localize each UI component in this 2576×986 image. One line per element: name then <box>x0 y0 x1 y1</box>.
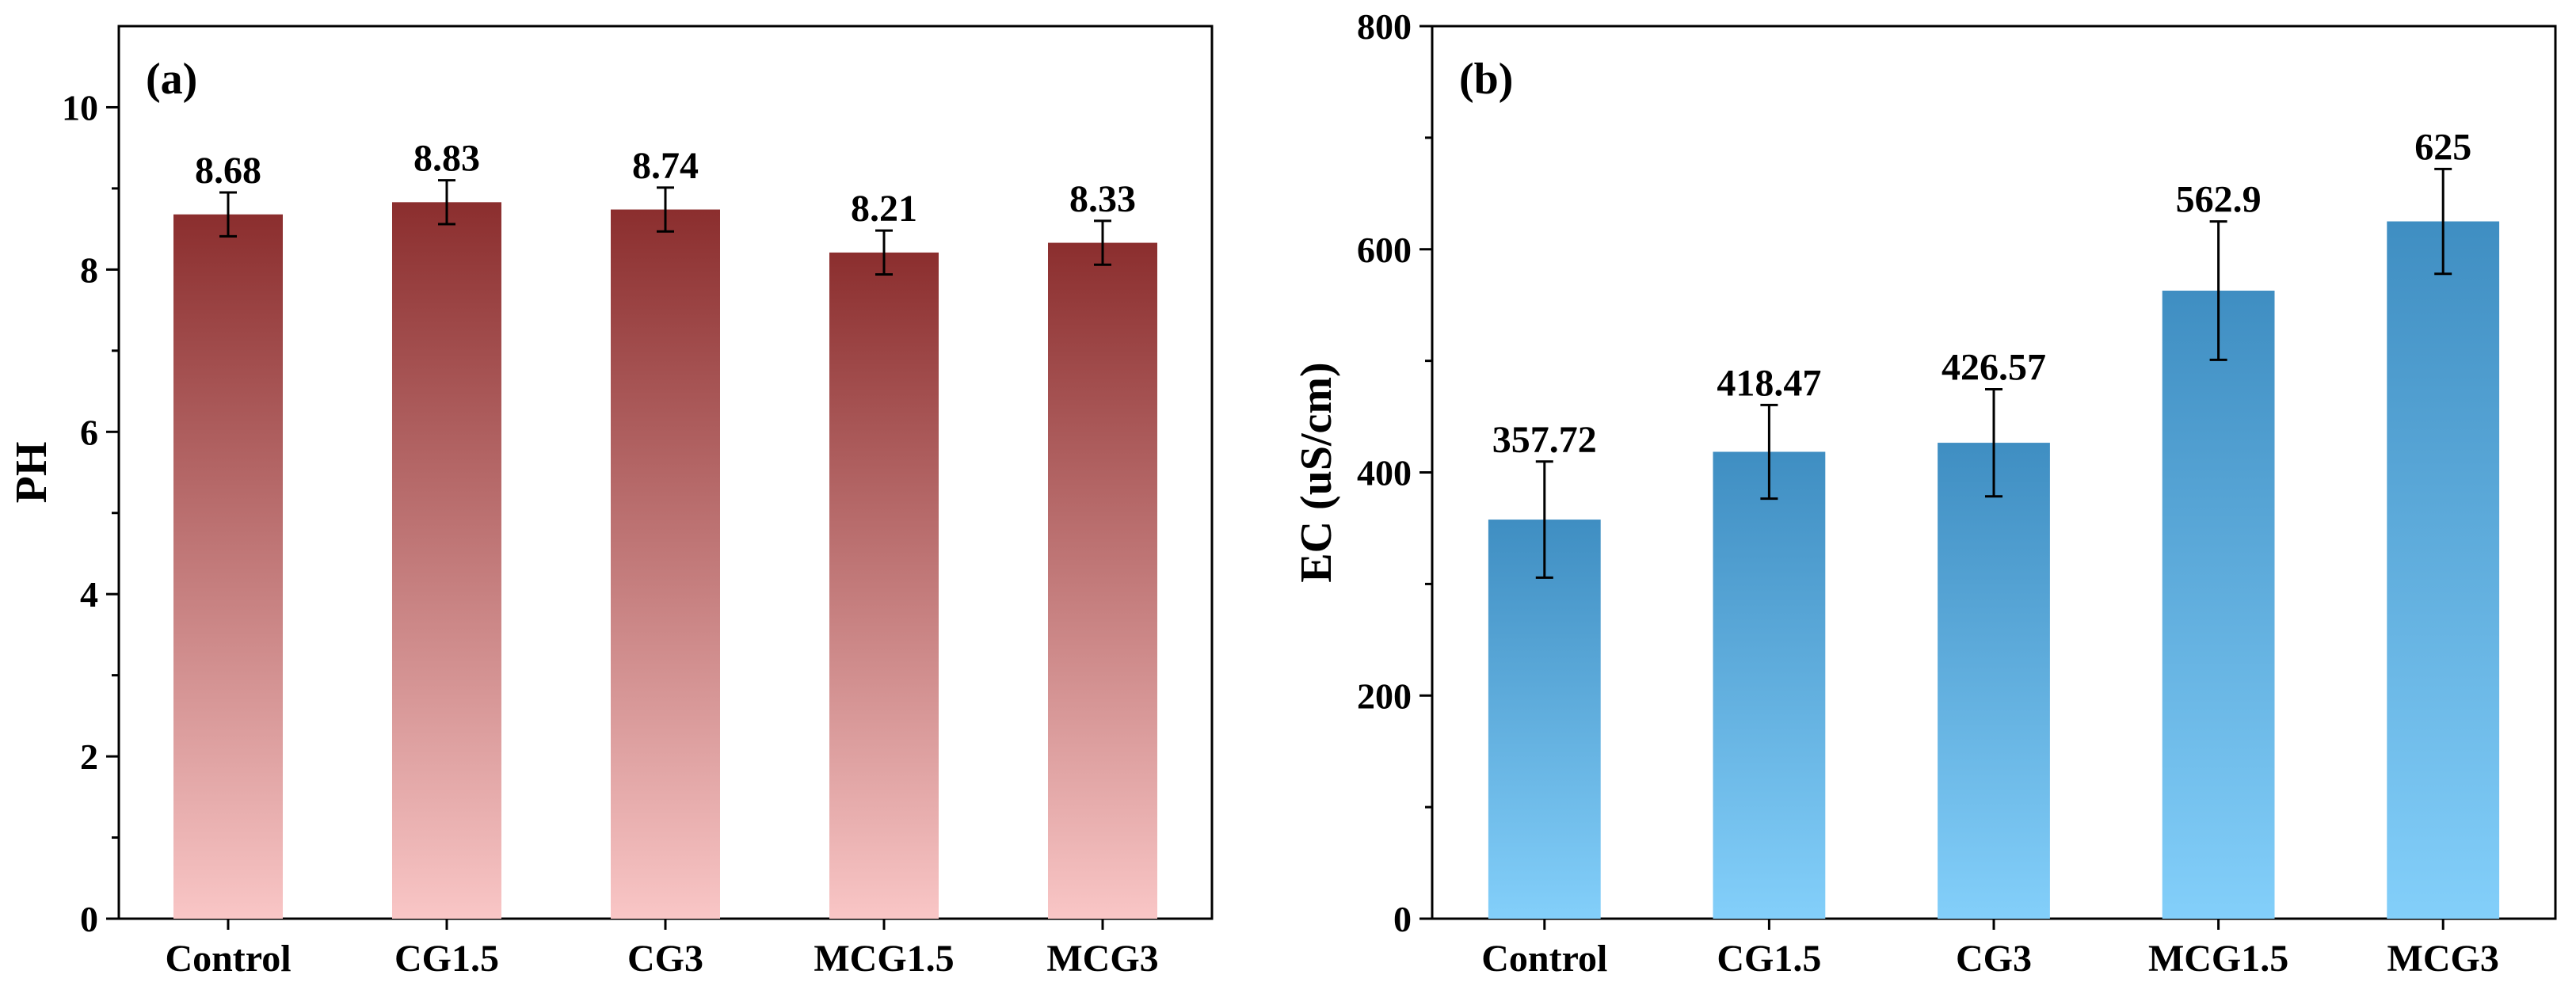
y-tick-label: 8 <box>80 249 98 290</box>
panel-b-y-axis-ticks: 0 200 400 600 800 <box>1357 6 1432 939</box>
bar-CG3 <box>611 209 720 919</box>
y-tick-label: 6 <box>80 412 98 452</box>
panel-a: 0 2 4 6 8 10 8.68 8.83 8.74 8.21 8.33 Control CG1.… <box>7 25 1214 980</box>
panel-a-label: (a) <box>146 55 197 104</box>
value-label: 625 <box>2414 126 2471 168</box>
x-tick-label: CG1.5 <box>394 938 499 980</box>
bar-MCG1.5 <box>2162 291 2275 919</box>
bar-Control <box>1488 520 1601 919</box>
value-label: 8.21 <box>851 188 917 230</box>
x-tick-label: MCG1.5 <box>2148 938 2288 980</box>
panel-a-y-axis-ticks: 0 2 4 6 8 10 <box>62 87 119 939</box>
bar-MCG3 <box>2387 221 2500 919</box>
panel-b-x-axis-ticks <box>1543 919 2445 930</box>
panel-a-category-labels: Control CG1.5 CG3 MCG1.5 MCG3 <box>165 938 1158 980</box>
panel-b-label: (b) <box>1459 55 1513 104</box>
value-label: 8.83 <box>413 138 480 180</box>
x-tick-label: CG3 <box>1956 938 2032 980</box>
x-tick-label: CG3 <box>627 938 703 980</box>
y-tick-label: 0 <box>1393 899 1412 939</box>
value-label: 562.9 <box>2176 179 2262 221</box>
value-label: 8.33 <box>1069 178 1136 220</box>
bar-CG3 <box>1938 443 2050 919</box>
panel-b-value-labels: 357.72 418.47 426.57 562.9 625 <box>1492 126 2471 460</box>
bar-CG1.5 <box>1713 451 1826 919</box>
x-tick-label: Control <box>1481 938 1607 980</box>
bar-MCG3 <box>1048 242 1157 919</box>
y-tick-label: 600 <box>1357 230 1412 270</box>
value-label: 8.68 <box>195 150 261 192</box>
x-tick-label: MCG3 <box>1046 938 1158 980</box>
y-tick-label: 0 <box>80 899 98 939</box>
value-label: 418.47 <box>1717 362 1821 404</box>
panel-a-y-axis-title: PH <box>7 442 56 504</box>
bar-CG1.5 <box>392 202 501 919</box>
bar-Control <box>173 214 283 919</box>
x-tick-label: MCG1.5 <box>814 938 954 980</box>
x-tick-label: CG1.5 <box>1717 938 1821 980</box>
x-tick-label: Control <box>165 938 291 980</box>
y-tick-label: 800 <box>1357 6 1412 47</box>
y-tick-label: 4 <box>80 574 98 615</box>
y-tick-label: 400 <box>1357 453 1412 493</box>
y-tick-label: 10 <box>62 87 98 128</box>
bar-MCG1.5 <box>829 252 939 919</box>
panel-a-x-axis-ticks <box>227 919 1104 930</box>
y-tick-label: 2 <box>80 737 98 777</box>
panel-b-error-bars <box>1535 167 2452 579</box>
y-tick-label: 200 <box>1357 676 1412 716</box>
panel-b-category-labels: Control CG1.5 CG3 MCG1.5 MCG3 <box>1481 938 2499 980</box>
panel-a-bars <box>173 202 1157 919</box>
value-label: 426.57 <box>1942 346 2046 388</box>
panel-b-bars <box>1488 221 2500 919</box>
panel-a-value-labels: 8.68 8.83 8.74 8.21 8.33 <box>195 138 1136 230</box>
value-label: 357.72 <box>1492 419 1597 461</box>
panel-b: 0 200 400 600 800 357.72 418.47 426.57 562.9 625… <box>1292 6 2557 980</box>
panel-a-error-bars <box>219 179 1111 276</box>
value-label: 8.74 <box>632 145 699 187</box>
x-tick-label: MCG3 <box>2387 938 2499 980</box>
panel-b-y-axis-title: EC (uS/cm) <box>1292 362 1341 582</box>
